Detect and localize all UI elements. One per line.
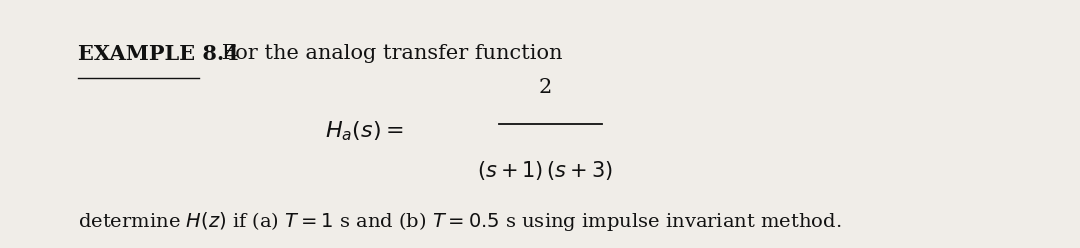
Text: $(s + 1)\,(s + 3)$: $(s + 1)\,(s + 3)$ — [477, 158, 613, 182]
Text: EXAMPLE 8.4: EXAMPLE 8.4 — [78, 44, 239, 64]
Text: $H_a(s) =$: $H_a(s) =$ — [325, 120, 404, 143]
Text: For the analog transfer function: For the analog transfer function — [202, 44, 562, 63]
Text: determine $H(z)$ if (a) $T = 1$ s and (b) $T = 0.5$ s using impulse invariant me: determine $H(z)$ if (a) $T = 1$ s and (b… — [78, 210, 841, 233]
Text: 2: 2 — [539, 78, 552, 97]
